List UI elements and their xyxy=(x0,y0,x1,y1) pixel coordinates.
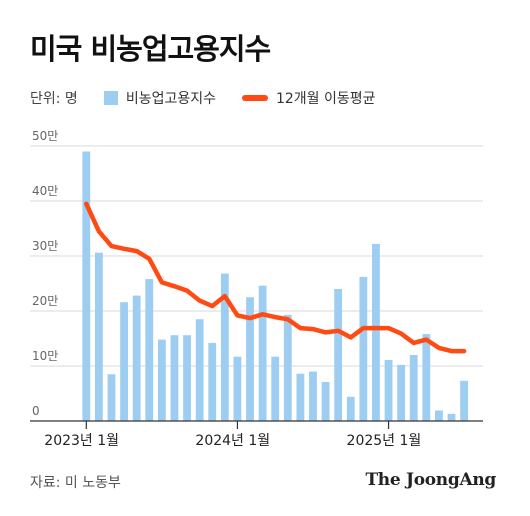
bar xyxy=(258,285,267,421)
bar xyxy=(309,371,317,421)
x-tick-label: 2023년 1월 xyxy=(44,433,119,449)
bar xyxy=(195,319,204,421)
bar xyxy=(460,380,469,421)
bar xyxy=(132,295,141,421)
bar xyxy=(208,342,217,421)
bar xyxy=(372,243,380,421)
y-tick-label: 50만 xyxy=(32,129,58,143)
bar xyxy=(359,276,368,421)
bar xyxy=(346,396,355,421)
bar xyxy=(157,339,166,421)
chart-title: 미국 비농업고용지수 xyxy=(30,32,271,66)
bar xyxy=(246,297,254,421)
bar xyxy=(296,373,305,421)
bar xyxy=(283,314,292,421)
bar xyxy=(321,381,330,421)
bar xyxy=(183,335,191,421)
y-tick-label: 0 xyxy=(32,404,40,418)
bar xyxy=(82,151,91,421)
bar xyxy=(384,359,393,421)
y-tick-label: 40만 xyxy=(32,184,58,198)
legend: 단위: 명 비농업고용지수 12개월 이동평균 xyxy=(30,87,376,109)
bar xyxy=(334,289,343,421)
y-tick-label: 20만 xyxy=(32,294,58,308)
source-note: 자료: 미 노동부 xyxy=(30,475,121,491)
bar xyxy=(94,252,103,421)
bar-legend-swatch xyxy=(103,91,118,105)
bar xyxy=(447,413,456,421)
moving-average-line xyxy=(84,201,467,354)
bar xyxy=(397,364,406,421)
bar xyxy=(120,302,128,421)
bar xyxy=(271,356,280,421)
bar xyxy=(170,335,179,421)
y-tick-label: 30만 xyxy=(32,239,58,253)
x-tick-label: 2025년 1월 xyxy=(347,433,422,449)
bar xyxy=(233,356,242,421)
bar xyxy=(435,410,443,421)
bar-legend-label: 비농업고용지수 xyxy=(125,91,216,107)
bar xyxy=(409,355,418,421)
bar xyxy=(145,279,154,421)
x-tick-label: 2024년 1월 xyxy=(195,433,270,449)
bar xyxy=(422,334,431,421)
brand-logo: The JoongAng xyxy=(365,470,496,490)
bar xyxy=(107,374,116,421)
line-legend-label: 12개월 이동평균 xyxy=(275,91,376,107)
unit-label: 단위: 명 xyxy=(30,91,78,107)
line-legend-swatch xyxy=(241,95,268,101)
y-tick-label: 10만 xyxy=(32,349,58,363)
bar xyxy=(220,273,229,421)
